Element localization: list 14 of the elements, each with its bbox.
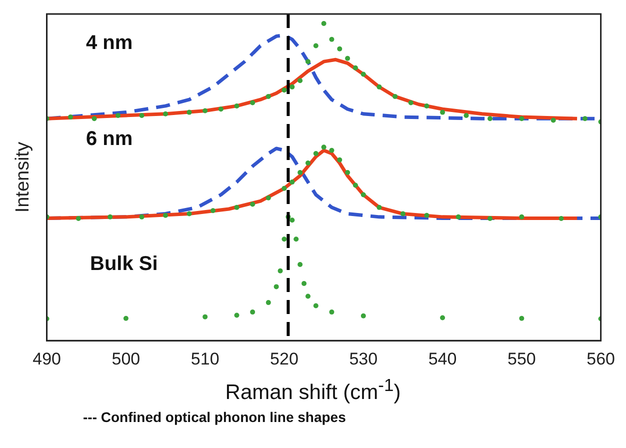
x-tick-label: 520 <box>270 349 298 368</box>
x-tick-label: 540 <box>428 349 457 368</box>
x-tick-label: 510 <box>190 349 220 368</box>
y-axis-title: Intensity <box>12 141 34 213</box>
annotation: 4 nm <box>86 32 133 55</box>
annotation: Bulk Si <box>90 253 158 276</box>
x-tick-label: 490 <box>32 349 61 368</box>
x-tick-label: 530 <box>349 349 378 368</box>
annotation: 6 nm <box>86 128 133 151</box>
x-tick-label: 550 <box>507 349 536 368</box>
text: --- Confined optical phonon line shapes <box>83 409 347 425</box>
x-tick-label: 560 <box>586 349 616 368</box>
x-axis-title: Raman shift (cm$^{-1}$) <box>225 375 401 404</box>
x-tick-label: 500 <box>112 349 140 368</box>
